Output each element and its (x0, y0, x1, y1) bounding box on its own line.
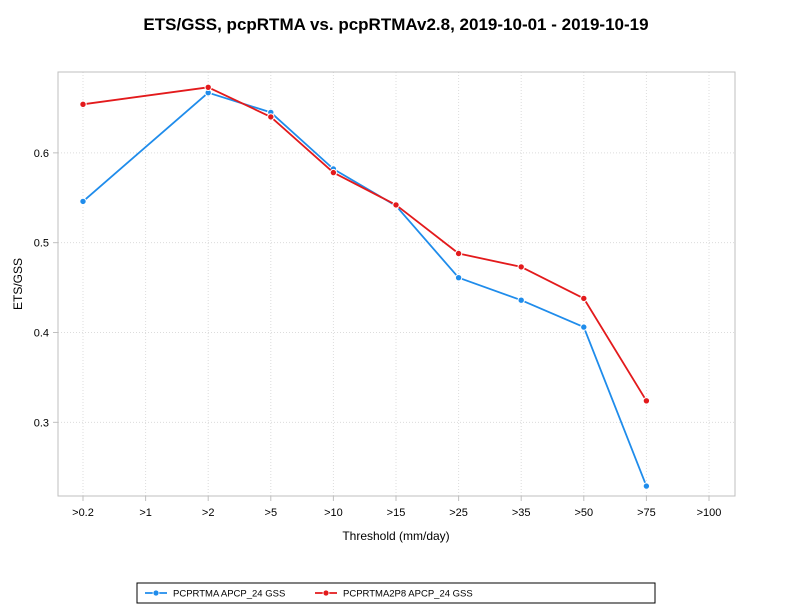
y-axis-label: ETS/GSS (11, 258, 25, 310)
axes: >0.2 >1 >2 >5 >10 >15 >25 >35 >50 >75 >100 0.3 0.4 0.… (34, 148, 722, 519)
x-tick-label: >35 (512, 507, 531, 519)
legend-item: PCPRTMA2P8 APCP_24 GSS (315, 589, 473, 600)
legend-swatch-marker (322, 589, 330, 597)
legend-label: PCPRTMA APCP_24 GSS (173, 589, 285, 600)
data-point (79, 197, 87, 206)
legend-label: PCPRTMA2P8 APCP_24 GSS (343, 589, 473, 600)
series-group (79, 83, 651, 490)
x-tick-label: >1 (139, 507, 152, 519)
data-point (204, 83, 212, 92)
y-tick-label: 0.3 (34, 417, 49, 429)
x-tick-label: >50 (574, 507, 593, 519)
series-line (82, 86, 648, 402)
legend-box (136, 582, 656, 604)
data-point (392, 201, 400, 209)
x-tick-label: >10 (324, 507, 343, 519)
legend-item: PCPRTMA APCP_24 GSS (145, 589, 285, 600)
data-point (517, 296, 525, 304)
y-tick-label: 0.6 (34, 148, 49, 160)
x-tick-label: >75 (637, 507, 656, 519)
data-point (79, 100, 87, 109)
x-tick-label: >5 (265, 507, 278, 519)
data-point (267, 113, 275, 121)
legend: PCPRTMA APCP_24 GSS PCPRTMA2P8 APCP_24 GS… (136, 582, 656, 604)
y-tick-label: 0.4 (34, 328, 49, 340)
data-point (454, 274, 463, 282)
series-line (82, 91, 648, 487)
legend-swatch-marker (152, 589, 160, 597)
chart-title: ETS/GSS, pcpRTMA vs. pcpRTMAv2.8, 2019-1… (143, 15, 648, 34)
x-tick-label: >100 (697, 507, 722, 519)
legend-items: PCPRTMA APCP_24 GSS PCPRTMA2P8 APCP_24 GS… (145, 589, 473, 600)
series-2 (79, 83, 651, 405)
data-point (580, 323, 588, 331)
x-tick-label: >2 (202, 507, 215, 519)
data-point (642, 482, 651, 490)
data-point (517, 263, 525, 271)
x-tick-label: >15 (387, 507, 406, 519)
x-axis-label: Threshold (mm/day) (342, 529, 449, 543)
data-point (580, 294, 588, 303)
x-tick-label: >25 (449, 507, 468, 519)
y-tick-label: 0.5 (34, 238, 49, 250)
data-point (329, 168, 338, 177)
data-point (642, 397, 651, 405)
x-tick-label: >0.2 (72, 507, 94, 519)
data-point (454, 249, 463, 258)
